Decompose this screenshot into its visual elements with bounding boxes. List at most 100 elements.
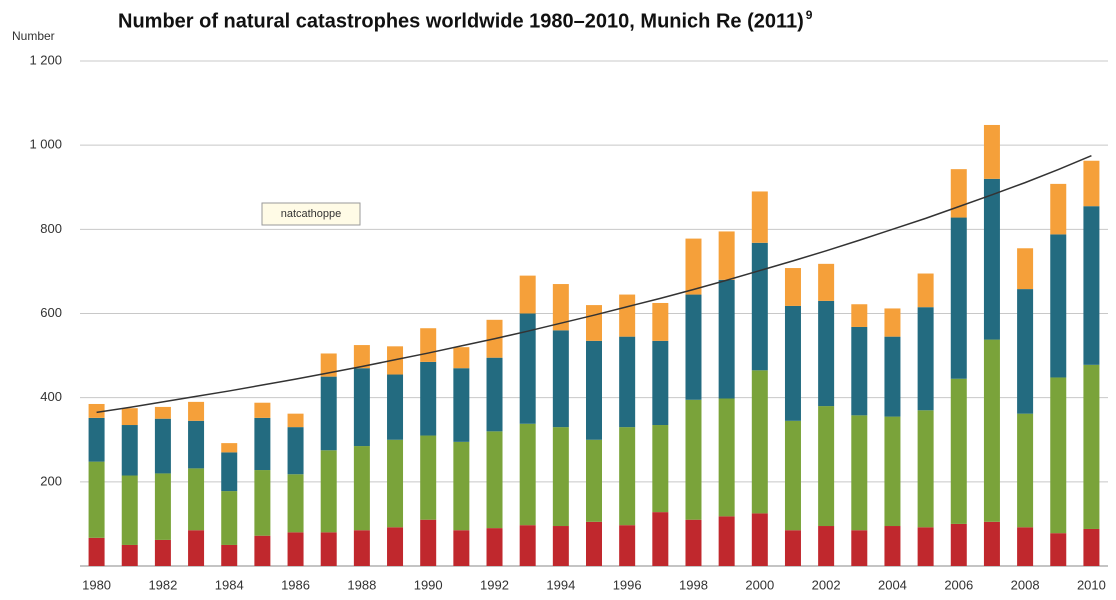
x-tick-label: 1980 bbox=[82, 577, 111, 592]
bar-segment bbox=[851, 326, 868, 416]
bar-segment bbox=[552, 284, 569, 331]
bar-segment bbox=[1050, 377, 1067, 534]
bar-segment bbox=[552, 330, 569, 428]
bar-segment bbox=[420, 361, 437, 436]
bar-segment bbox=[784, 530, 801, 566]
bar-segment bbox=[851, 415, 868, 531]
bar-segment bbox=[88, 403, 105, 418]
x-tick-label: 1992 bbox=[480, 577, 509, 592]
bar-segment bbox=[1083, 160, 1100, 207]
bar-segment bbox=[519, 423, 536, 526]
bar-segment bbox=[983, 178, 1000, 340]
bar-segment bbox=[486, 528, 503, 566]
y-tick-label: 200 bbox=[40, 473, 62, 488]
bar-segment bbox=[287, 413, 304, 428]
bar-segment bbox=[884, 308, 901, 337]
bar-segment bbox=[453, 368, 470, 442]
bar-segment bbox=[320, 376, 337, 451]
bar-segment bbox=[751, 242, 768, 371]
x-tick-label: 2010 bbox=[1077, 577, 1106, 592]
bar-segment bbox=[983, 339, 1000, 522]
bar-segment bbox=[586, 340, 602, 440]
y-tick-label: 400 bbox=[40, 389, 62, 404]
bar-segment bbox=[420, 328, 437, 362]
bar-segment bbox=[453, 347, 470, 369]
bar-segment bbox=[88, 461, 105, 538]
y-tick-label: 600 bbox=[40, 305, 62, 320]
bar-segment bbox=[685, 294, 702, 400]
bar-segment bbox=[188, 420, 205, 469]
bar-segment bbox=[154, 539, 171, 566]
bar-segment bbox=[254, 417, 271, 471]
x-tick-label: 2008 bbox=[1011, 577, 1040, 592]
bar-segment bbox=[154, 418, 171, 474]
bar-segment bbox=[353, 345, 370, 369]
bar-segment bbox=[685, 238, 702, 295]
bar-segment bbox=[1083, 206, 1100, 365]
bar-segment bbox=[685, 399, 702, 520]
bar-segment bbox=[88, 537, 105, 566]
bar-segment bbox=[254, 535, 271, 566]
bar-segment bbox=[353, 446, 370, 531]
title-note: 9 bbox=[806, 8, 813, 22]
bar-segment bbox=[884, 526, 901, 566]
bar-segment bbox=[818, 300, 835, 407]
bar-segment bbox=[1050, 183, 1067, 235]
bar-segment bbox=[652, 340, 669, 426]
bar-segment bbox=[121, 475, 138, 545]
bar-segment bbox=[420, 519, 437, 566]
bar-segment bbox=[154, 406, 171, 419]
y-axis-label: Number bbox=[12, 29, 55, 43]
bar-segment bbox=[917, 273, 934, 308]
bar-segment bbox=[917, 410, 934, 528]
bar-segment bbox=[486, 357, 503, 432]
annotation: natcathoppe bbox=[281, 208, 342, 220]
bar-segment bbox=[619, 525, 636, 566]
x-tick-label: 1994 bbox=[546, 577, 575, 592]
annotation-box bbox=[261, 202, 361, 226]
x-tick-label: 2004 bbox=[878, 577, 907, 592]
y-tick-label: 800 bbox=[40, 221, 62, 236]
bar-segment bbox=[552, 427, 569, 527]
bar-segment bbox=[784, 305, 801, 421]
bar-segment bbox=[88, 417, 105, 462]
bar-segment bbox=[552, 526, 569, 566]
bar-segment bbox=[884, 336, 901, 417]
chart-title: Number of natural catastrophes worldwide… bbox=[118, 10, 804, 32]
x-tick-label: 2000 bbox=[745, 577, 774, 592]
bar-segment bbox=[387, 439, 404, 528]
bar-segment bbox=[353, 368, 370, 447]
bar-segment bbox=[851, 530, 868, 566]
bar-segment bbox=[619, 336, 636, 428]
bar-segment bbox=[287, 474, 304, 533]
bar-segment bbox=[1017, 527, 1034, 566]
bar-segment bbox=[851, 304, 868, 327]
bar-segment bbox=[1050, 533, 1067, 566]
bar-segment bbox=[287, 532, 304, 566]
bar-segment bbox=[950, 169, 967, 218]
bar-segment bbox=[718, 279, 735, 399]
bar-segment bbox=[320, 353, 337, 377]
bar-segment bbox=[784, 420, 801, 531]
bar-segment bbox=[221, 491, 238, 545]
bar-segment bbox=[983, 521, 1000, 566]
bar-segment bbox=[950, 217, 967, 379]
y-tick-label: 1 000 bbox=[29, 137, 62, 152]
y-tick-label: 1 200 bbox=[29, 52, 62, 67]
bar-segment bbox=[221, 452, 238, 492]
bar-segment bbox=[818, 406, 835, 527]
bar-segment bbox=[1083, 364, 1100, 529]
bar-segment bbox=[652, 302, 669, 341]
x-tick-label: 1982 bbox=[148, 577, 177, 592]
bar-segment bbox=[586, 439, 602, 522]
x-tick-label: 2002 bbox=[812, 577, 841, 592]
bar-segment bbox=[453, 441, 470, 531]
bar-segment bbox=[619, 427, 636, 526]
bar-segment bbox=[1083, 528, 1100, 566]
bar-segment bbox=[619, 294, 636, 337]
bar-segment bbox=[884, 416, 901, 527]
x-tick-label: 2006 bbox=[944, 577, 973, 592]
bar-segment bbox=[1017, 289, 1034, 414]
bar-segment bbox=[818, 526, 835, 566]
